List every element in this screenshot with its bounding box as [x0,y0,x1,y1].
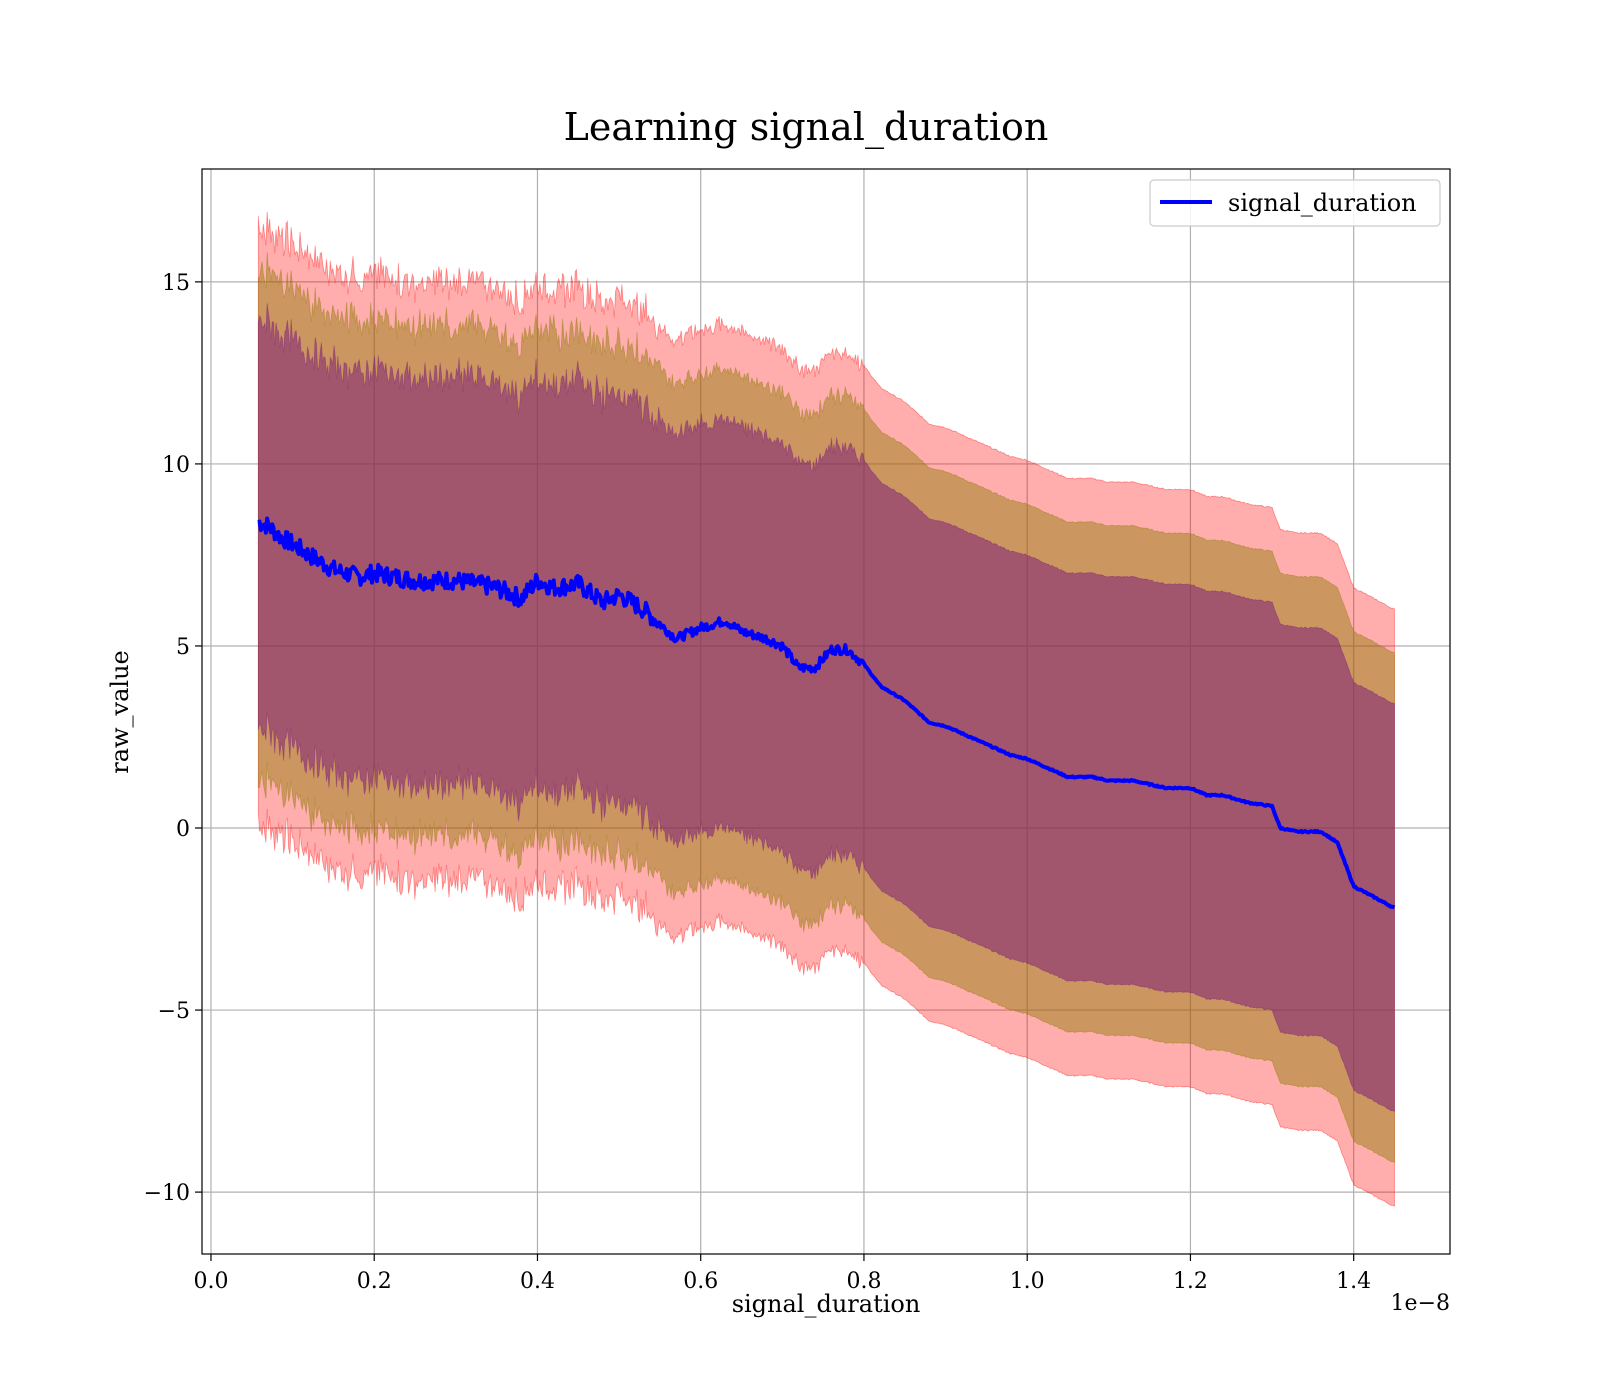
y-axis-label: raw_value [106,650,134,774]
series-line-signal-duration [257,516,1396,910]
x-tick-label: 0.6 [683,1269,718,1294]
x-tick-label: 1.4 [1336,1269,1371,1294]
x-tick-label: 0.2 [357,1269,392,1294]
series-lines [257,516,1396,910]
uncertainty-bands [257,211,1395,1207]
x-tick-label: 0.0 [193,1269,228,1294]
band-inner [257,303,1395,1113]
plot-frame [201,168,1451,1255]
legend-label-signal-duration: signal_duration [1228,189,1417,217]
y-tick-label: 10 [162,453,190,478]
y-tick-label: 0 [176,817,190,842]
x-tick-label: 0.4 [520,1269,555,1294]
legend-box [1149,179,1441,227]
legend: signal_duration [1149,179,1441,227]
x-tick-label: 1.0 [1010,1269,1045,1294]
y-tick-label: −5 [158,999,190,1024]
y-tick-label: −10 [144,1181,190,1206]
x-tick-label: 0.8 [846,1269,881,1294]
x-tick-label: 1.2 [1173,1269,1208,1294]
y-tick-label: 15 [162,271,190,296]
chart-title: Learning signal_duration [564,105,1049,150]
y-tick-label: 5 [176,635,190,660]
x-axis-label: signal_duration [732,1290,921,1318]
x-ticks: 0.0 0.2 0.4 0.6 0.8 1.0 1.2 1.4 [193,1254,1371,1294]
x-offset-label: 1e−8 [1391,1291,1450,1316]
y-ticks: −10 −5 0 5 10 15 [144,271,202,1206]
